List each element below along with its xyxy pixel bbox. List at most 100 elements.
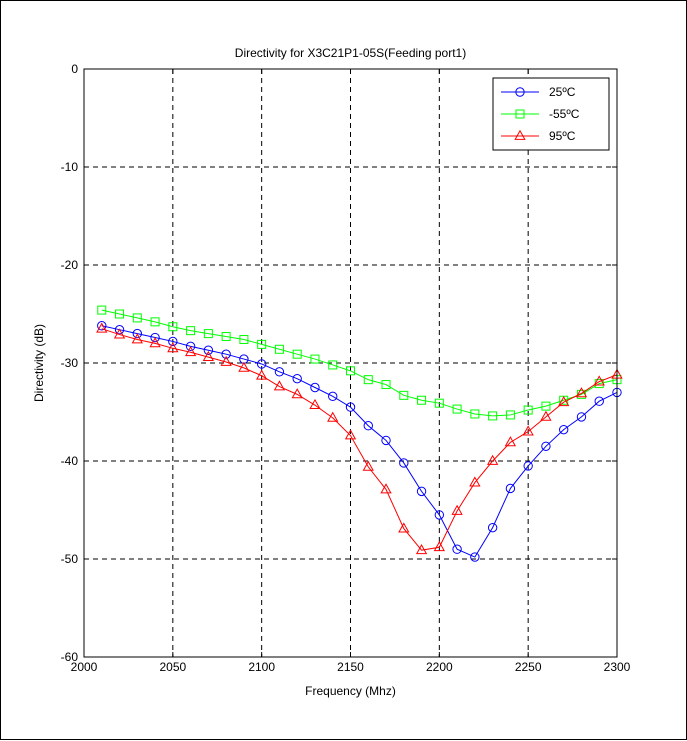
legend-label: -55ºC [549, 107, 580, 121]
data-point [132, 328, 143, 339]
data-point [185, 341, 196, 352]
data-point [380, 483, 392, 494]
data-point [115, 309, 125, 319]
y-tick-label: -50 [61, 552, 79, 566]
data-point [505, 410, 515, 420]
data-point [132, 313, 142, 323]
data-point [168, 336, 178, 347]
data-point [273, 380, 286, 391]
data-point [168, 322, 178, 332]
data-point [399, 390, 409, 400]
data-point [97, 305, 107, 315]
y-tick-label: -60 [61, 650, 79, 664]
data-point [362, 460, 374, 471]
data-point [167, 342, 179, 353]
data-point [113, 328, 126, 339]
x-tick-label: 2050 [159, 660, 186, 674]
data-point [310, 382, 320, 393]
data-point [292, 349, 302, 359]
data-point [434, 398, 444, 408]
legend-marker [514, 129, 526, 140]
grid [84, 69, 617, 657]
data-point [184, 345, 197, 357]
data-point [452, 544, 462, 554]
data-point [486, 454, 499, 465]
series-3 [96, 322, 623, 555]
data-point [131, 333, 143, 344]
data-point [470, 409, 480, 419]
data-point [505, 483, 516, 494]
data-point [470, 552, 480, 562]
data-point [523, 405, 533, 415]
data-point [417, 395, 427, 405]
data-point [451, 504, 463, 515]
data-point [257, 339, 267, 349]
x-axis-label: Frequency (Mhz) [305, 684, 396, 698]
data-point [274, 367, 285, 377]
legend: 25ºC -55ºC 95ºC [492, 77, 610, 151]
data-point [363, 421, 373, 431]
x-tick-label: 2250 [515, 660, 542, 674]
data-point [202, 350, 215, 362]
y-tick-label: 0 [71, 62, 78, 76]
data-point [381, 435, 391, 446]
data-point [523, 461, 533, 471]
data-point [487, 522, 498, 533]
data-point [220, 355, 232, 366]
data-point [239, 334, 249, 344]
data-point [328, 391, 338, 402]
data-point [416, 486, 427, 497]
x-tick-label: 2150 [337, 660, 364, 674]
y-tick-label: -30 [61, 356, 79, 370]
data-point [114, 324, 125, 335]
data-point [363, 375, 373, 385]
data-point [203, 345, 214, 355]
x-tick-label: 2200 [426, 660, 453, 674]
legend-entry: 25ºC [501, 85, 576, 99]
data-point [452, 404, 462, 414]
x-tick-label: 2000 [71, 660, 98, 674]
data-point [292, 373, 302, 384]
legend-label: 95ºC [549, 129, 576, 143]
data-point [559, 424, 569, 435]
data-point [150, 317, 160, 327]
data-point [576, 412, 587, 422]
legend-entry: 95ºC [501, 129, 576, 143]
data-point [558, 395, 570, 407]
data-point [469, 476, 481, 487]
data-point [398, 522, 410, 533]
data-point [327, 411, 339, 422]
data-point [186, 326, 196, 336]
data-point [541, 401, 551, 411]
data-point [328, 360, 338, 370]
data-point [203, 329, 213, 339]
legend-marker [515, 87, 525, 97]
data-point [575, 387, 588, 398]
data-point [274, 344, 284, 354]
data-point [309, 398, 321, 410]
legend-label: 25ºC [549, 85, 576, 99]
data-point [593, 375, 605, 386]
data-point [433, 541, 445, 552]
data-point [594, 396, 604, 406]
data-point [96, 322, 108, 333]
data-point [488, 411, 498, 421]
legend-marker [515, 109, 525, 119]
data-point [541, 441, 551, 451]
data-point [149, 337, 161, 348]
x-tick-label: 2100 [248, 660, 275, 674]
data-point [381, 380, 391, 390]
chart-title: Directivity for X3C21P1-05S(Feeding port… [235, 46, 466, 60]
data-point [150, 332, 160, 343]
y-axis-label: Directivity (dB) [32, 324, 46, 402]
x-tick-label: 2300 [604, 660, 631, 674]
data-point [415, 543, 428, 555]
data-point [504, 436, 517, 447]
data-point [256, 359, 267, 369]
y-tick-label: -20 [61, 258, 79, 272]
data-point [344, 429, 357, 440]
data-point [238, 361, 250, 372]
legend-entry: -55ºC [501, 107, 580, 121]
data-point [345, 402, 356, 412]
